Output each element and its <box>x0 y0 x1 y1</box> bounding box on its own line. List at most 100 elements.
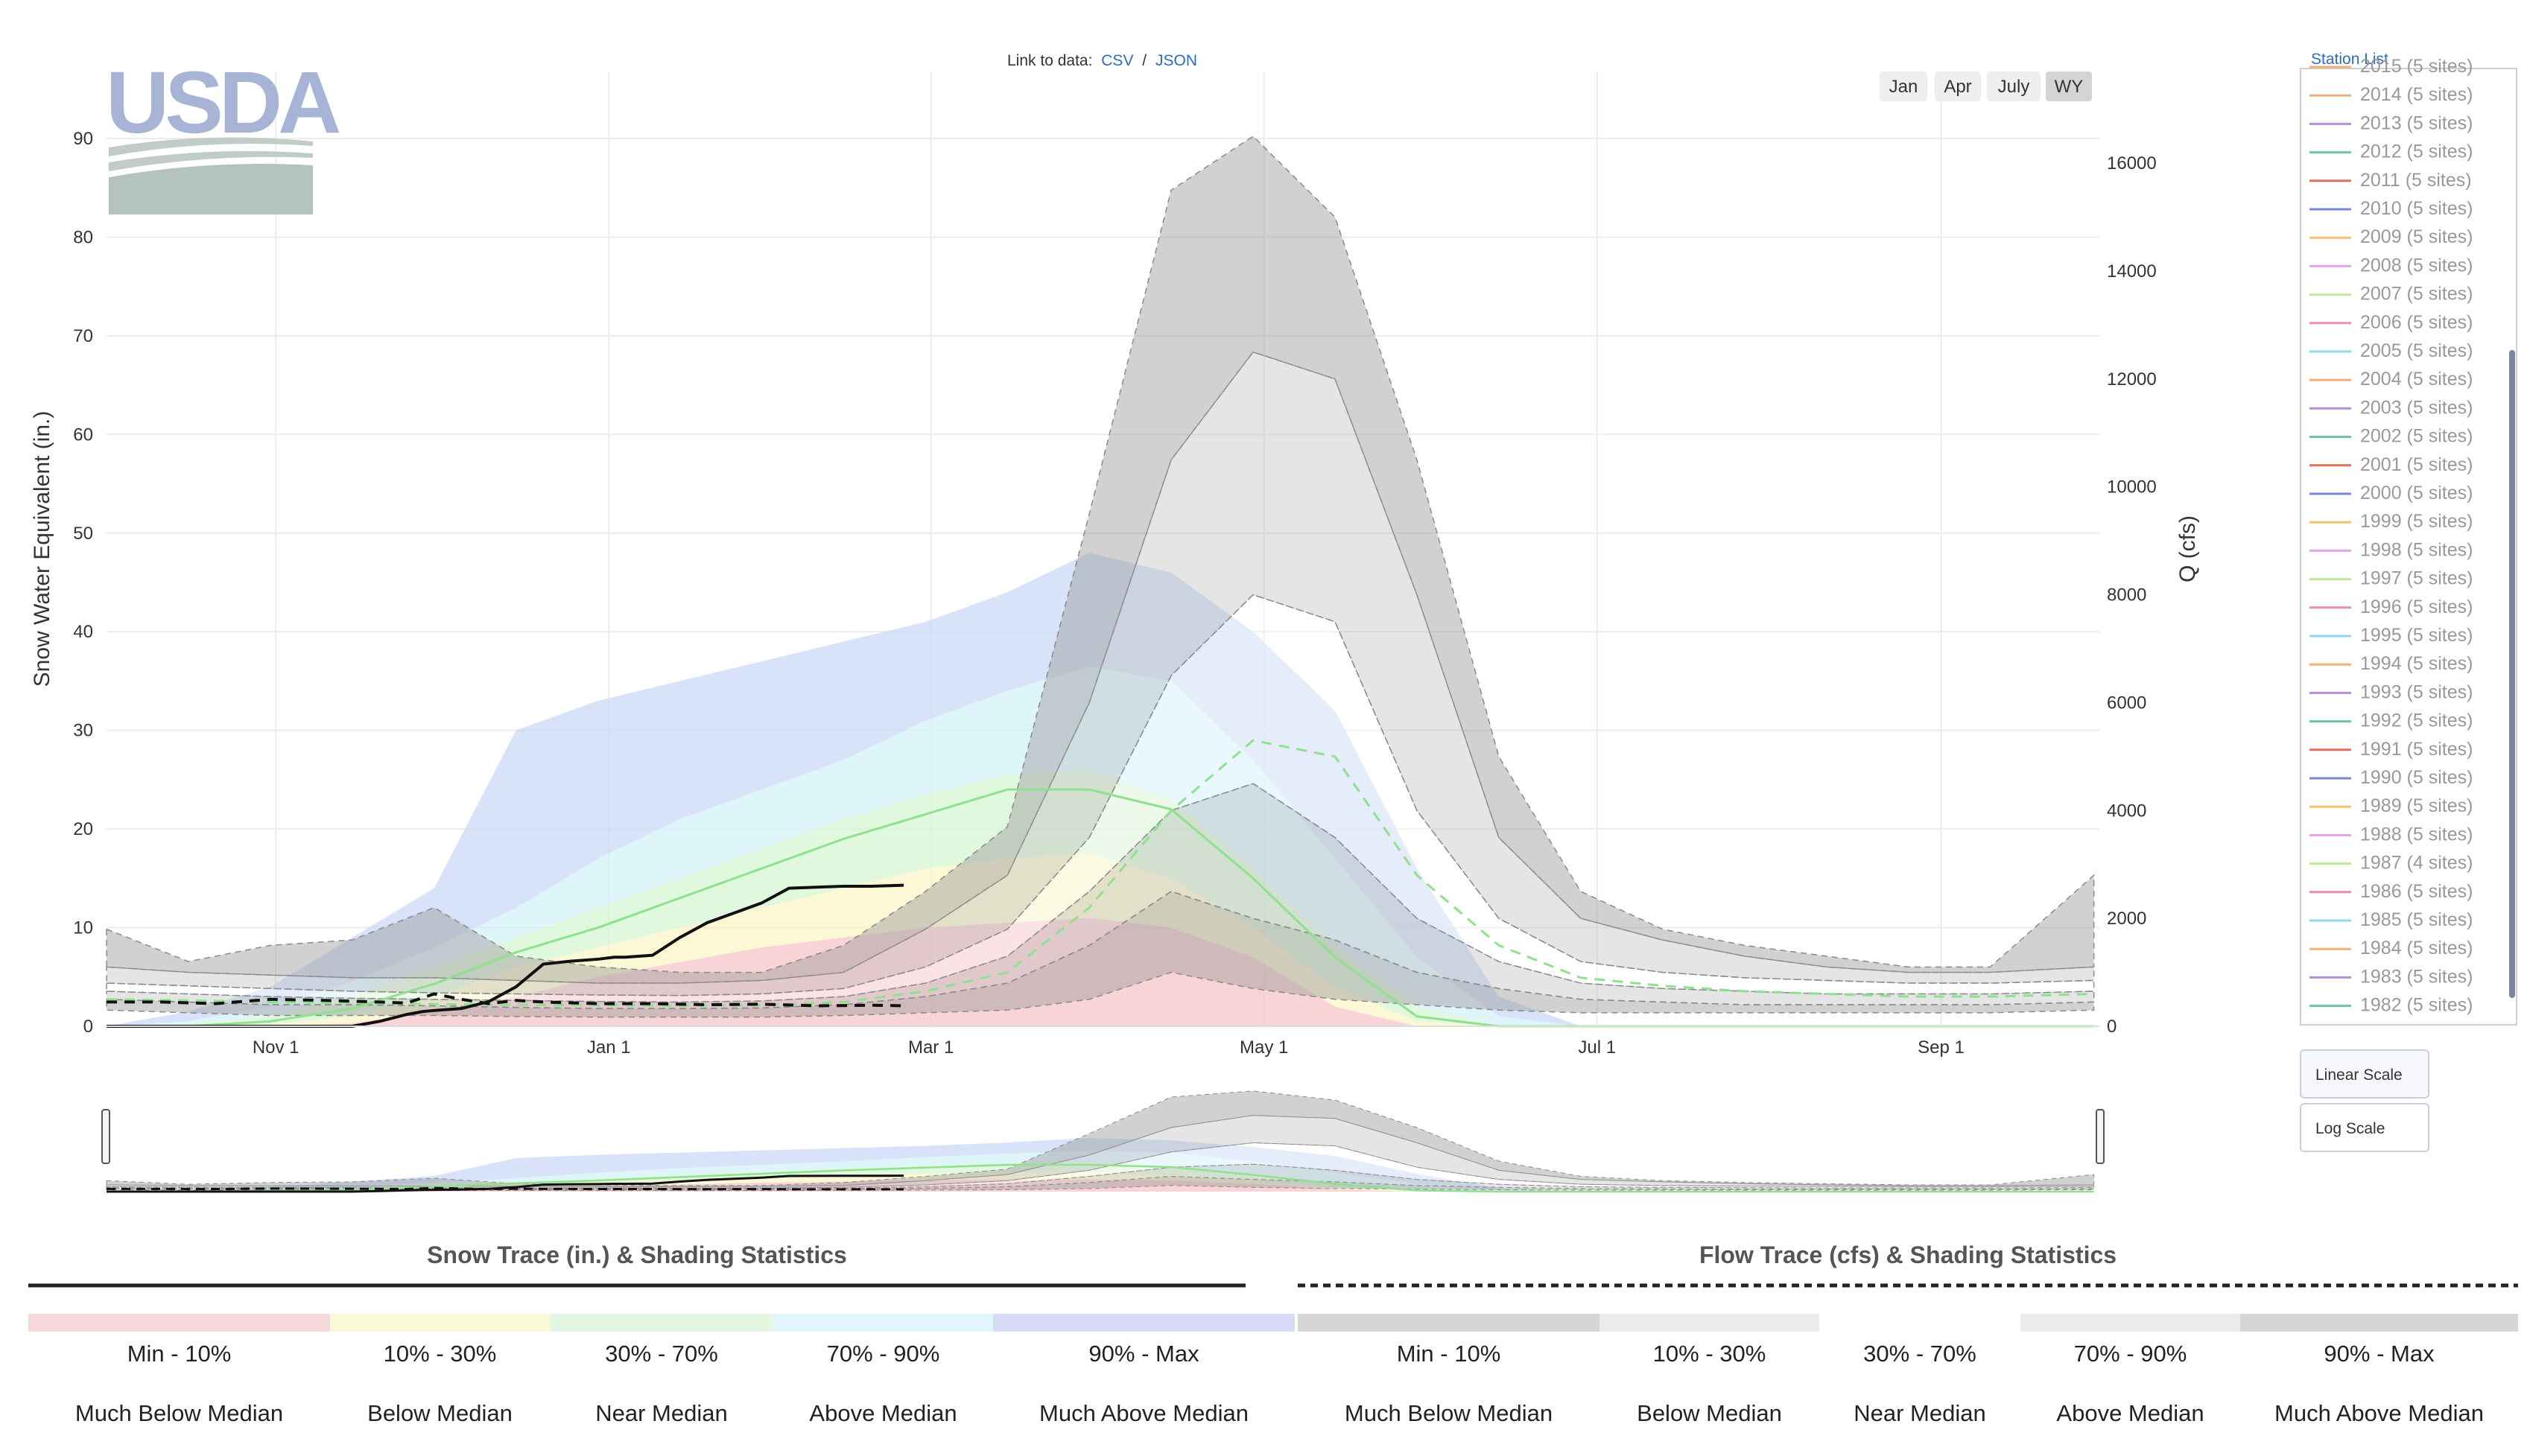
slider-left-handle[interactable] <box>101 1109 110 1164</box>
snow-legend-desc: Much Below Median <box>75 1400 283 1426</box>
station-entry[interactable]: 1998 (5 sites) <box>2309 539 2473 560</box>
slider-flow-band-90-max <box>106 1090 2095 1187</box>
station-entry-label: 2014 (5 sites) <box>2360 84 2473 105</box>
link-prefix: Link to data: <box>1007 52 1092 69</box>
station-entry[interactable]: 1995 (5 sites) <box>2309 625 2473 646</box>
station-entry[interactable]: 1985 (5 sites) <box>2309 909 2473 930</box>
station-entry[interactable]: 1989 (5 sites) <box>2309 795 2473 816</box>
station-entry[interactable]: 1982 (5 sites) <box>2309 995 2473 1016</box>
station-entry[interactable]: 2012 (5 sites) <box>2309 142 2473 162</box>
y-right-tick-label: 0 <box>2107 1017 2117 1037</box>
swe-band-10-30 <box>107 853 2094 1026</box>
station-entry[interactable]: 1991 (5 sites) <box>2309 739 2473 760</box>
station-list-link[interactable]: Station List <box>2311 51 2388 68</box>
y-right-tick-label: 14000 <box>2107 261 2157 282</box>
station-entry-label: 2002 (5 sites) <box>2360 426 2473 447</box>
station-entry[interactable]: 1983 (5 sites) <box>2309 966 2473 987</box>
slider-right-handle[interactable] <box>2096 1109 2105 1164</box>
station-entry[interactable]: 1997 (5 sites) <box>2309 568 2473 589</box>
station-entry[interactable]: 2001 (5 sites) <box>2309 454 2473 475</box>
station-entry[interactable]: 1988 (5 sites) <box>2309 824 2473 845</box>
link-separator: / <box>1142 52 1147 69</box>
station-entry-label: 1989 (5 sites) <box>2360 795 2473 816</box>
station-entry[interactable]: 1984 (5 sites) <box>2309 938 2473 959</box>
range-slider[interactable] <box>101 1084 2105 1193</box>
station-entry[interactable]: 1990 (5 sites) <box>2309 767 2473 788</box>
station-entry[interactable]: 2004 (5 sites) <box>2309 369 2473 390</box>
snow-legend-desc: Much Above Median <box>1039 1400 1249 1426</box>
station-entry[interactable]: 2005 (5 sites) <box>2309 340 2473 361</box>
csv-link[interactable]: CSV <box>1101 52 1133 69</box>
range-button-label: July <box>1998 77 2030 97</box>
station-entry[interactable]: 1986 (5 sites) <box>2309 881 2473 902</box>
station-list-scrollbar[interactable] <box>2509 350 2515 998</box>
slider-swe-band-70-90 <box>107 1151 2094 1192</box>
station-entry[interactable]: 2015 (5 sites) <box>2309 56 2473 77</box>
range-button-july[interactable] <box>1987 71 2041 101</box>
usda-logo-text: USDA <box>106 54 340 152</box>
flow-legend-item: Min - 10% Much Below Median <box>1298 1314 1599 1426</box>
slider-swe-band-30-70 <box>107 1163 2094 1192</box>
station-entry[interactable]: 2006 (5 sites) <box>2309 312 2473 333</box>
range-button-apr[interactable] <box>1935 71 1981 101</box>
y-right-tick-label: 16000 <box>2107 153 2157 174</box>
station-entry-label: 1996 (5 sites) <box>2360 597 2473 617</box>
range-button-wy[interactable] <box>2046 71 2092 101</box>
y-left-tick-label: 60 <box>73 425 93 445</box>
json-link[interactable]: JSON <box>1155 52 1197 69</box>
station-entry-label: 1992 (5 sites) <box>2360 710 2473 731</box>
station-entry[interactable]: 1996 (5 sites) <box>2309 597 2473 617</box>
y-left-tick-label: 50 <box>73 524 93 544</box>
snow-legend-title: Snow Trace (in.) & Shading Statistics <box>427 1242 847 1268</box>
station-entry[interactable]: 2007 (5 sites) <box>2309 284 2473 305</box>
y-left-tick-label: 10 <box>73 918 93 938</box>
x-tick-label: Jan 1 <box>587 1037 631 1058</box>
station-entry[interactable]: 2014 (5 sites) <box>2309 84 2473 105</box>
swe-band-70-90 <box>107 666 2094 1026</box>
station-entry[interactable]: 2003 (5 sites) <box>2309 397 2473 418</box>
station-entry[interactable]: 1992 (5 sites) <box>2309 710 2473 731</box>
y-left-tick-label: 40 <box>73 622 93 642</box>
y-right-tick-label: 4000 <box>2107 801 2146 821</box>
flow-legend-item: 10% - 30% Below Median <box>1599 1314 1819 1426</box>
range-button-jan[interactable] <box>1880 71 1927 101</box>
y-left-tick-label: 30 <box>73 721 93 741</box>
station-entry[interactable]: 1993 (5 sites) <box>2309 681 2473 702</box>
range-button-label: Jan <box>1889 77 1918 97</box>
station-entry-label: 1988 (5 sites) <box>2360 824 2473 845</box>
station-entry[interactable]: 2013 (5 sites) <box>2309 112 2473 133</box>
station-entry-label: 1987 (4 sites) <box>2360 853 2473 874</box>
station-entry-label: 2000 (5 sites) <box>2360 483 2473 503</box>
slider-swe-band-10-30 <box>107 1172 2094 1192</box>
station-entry[interactable]: 1987 (4 sites) <box>2309 853 2473 874</box>
station-entry-label: 1993 (5 sites) <box>2360 681 2473 702</box>
swe-band-90-max <box>107 553 2094 1026</box>
flow-shading-bands <box>106 135 2095 1018</box>
snow-legend-range: 30% - 70% <box>605 1341 718 1367</box>
log-scale-button[interactable] <box>2300 1103 2429 1152</box>
flow-legend-title: Flow Trace (cfs) & Shading Statistics <box>1699 1242 2117 1268</box>
y-right-tick-label: 10000 <box>2107 477 2157 497</box>
slider-swe-median <box>107 1163 2094 1193</box>
slider-flow-band-70-90 <box>106 1115 2095 1189</box>
station-entry[interactable]: 2000 (5 sites) <box>2309 483 2473 503</box>
station-entry[interactable]: 2009 (5 sites) <box>2309 226 2473 247</box>
station-entry-label: 1998 (5 sites) <box>2360 539 2473 560</box>
station-entry[interactable]: 1999 (5 sites) <box>2309 511 2473 532</box>
logo-swoosh-2 <box>109 150 313 171</box>
station-entry-label: 1990 (5 sites) <box>2360 767 2473 788</box>
station-entry[interactable]: 1994 (5 sites) <box>2309 653 2473 674</box>
main-plot[interactable]: 0 10 20 30 40 50 60 70 80 90 0 2000 4000 6000 8000 1000… <box>30 71 2200 1058</box>
linear-scale-button[interactable] <box>2300 1049 2429 1099</box>
station-entry[interactable]: 2008 (5 sites) <box>2309 255 2473 276</box>
station-entry-label: 1997 (5 sites) <box>2360 568 2473 589</box>
station-entry[interactable]: 2011 (5 sites) <box>2309 170 2472 191</box>
flow-median-line <box>106 739 2094 1007</box>
flow-legend-desc: Much Below Median <box>1345 1400 1553 1426</box>
station-entry[interactable]: 2010 (5 sites) <box>2309 198 2473 219</box>
station-entry[interactable]: 2002 (5 sites) <box>2309 426 2473 447</box>
snow-legend-desc: Above Median <box>809 1400 957 1426</box>
station-list-box <box>2300 68 2517 1026</box>
station-entry-label: 2004 (5 sites) <box>2360 369 2473 390</box>
